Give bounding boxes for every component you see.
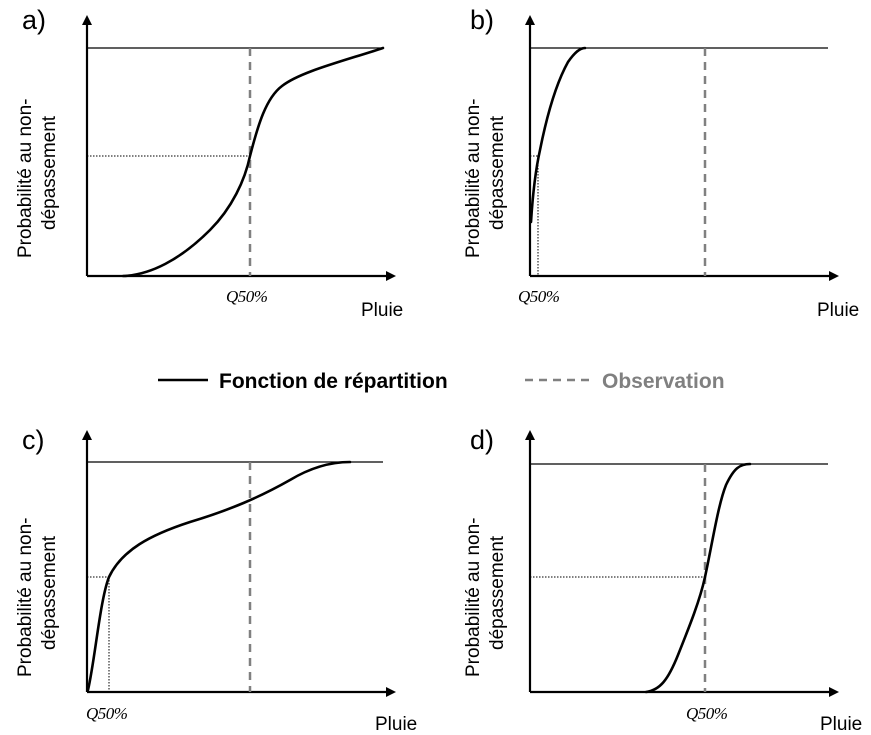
panel-a-ylabel-line1: Probabilité au non- (15, 99, 36, 259)
panel-b-q50-label: Q50% (518, 287, 560, 306)
panel-d-letter: d) (470, 425, 494, 455)
panel-b-cdf-curve (529, 46, 587, 224)
panel-b: b) Probabilité au non- dépassement Q50% … (463, 5, 859, 321)
panel-b-ylabel-line2: dépassement (487, 115, 508, 230)
panel-c-letter: c) (22, 425, 45, 455)
panel-c: c) Probabilité au non- dépassement Q50% … (15, 425, 417, 735)
panel-d-cdf-curve (644, 462, 752, 694)
legend: Fonction de répartition Observation (158, 370, 725, 393)
panel-d-ylabel-line2: dépassement (487, 535, 508, 650)
panel-b-ylabel: Probabilité au non- dépassement (463, 99, 508, 259)
panel-a-xlabel: Pluie (361, 300, 403, 321)
legend-observation-label: Observation (602, 370, 725, 393)
panel-b-xlabel: Pluie (817, 300, 859, 321)
panel-d: d) Probabilité au non- dépassement Q50% … (463, 425, 862, 735)
panel-b-ylabel-line1: Probabilité au non- (463, 99, 484, 259)
panel-c-q50-label: Q50% (86, 704, 128, 723)
panel-c-ylabel-line2: dépassement (39, 535, 60, 650)
panel-d-q50-label: Q50% (686, 704, 728, 723)
panel-c-ylabel: Probabilité au non- dépassement (15, 518, 60, 678)
panel-c-xlabel: Pluie (375, 714, 417, 735)
panel-a-cdf-curve (121, 46, 385, 278)
panel-d-ylabel: Probabilité au non- dépassement (463, 518, 508, 678)
legend-cdf-label: Fonction de répartition (219, 370, 448, 393)
panel-a-ylabel-line2: dépassement (39, 115, 60, 230)
panel-a-ylabel: Probabilité au non- dépassement (15, 99, 60, 259)
panel-b-letter: b) (470, 5, 494, 35)
panel-c-cdf-curve (86, 460, 352, 692)
panel-a-letter: a) (22, 5, 46, 35)
panel-d-ylabel-line1: Probabilité au non- (463, 518, 484, 678)
panel-c-ylabel-line1: Probabilité au non- (15, 518, 36, 678)
panel-d-xlabel: Pluie (820, 714, 862, 735)
panel-a: a) Probabilité au non- dépassement Q50% … (15, 5, 403, 321)
panel-a-q50-label: Q50% (226, 287, 268, 306)
